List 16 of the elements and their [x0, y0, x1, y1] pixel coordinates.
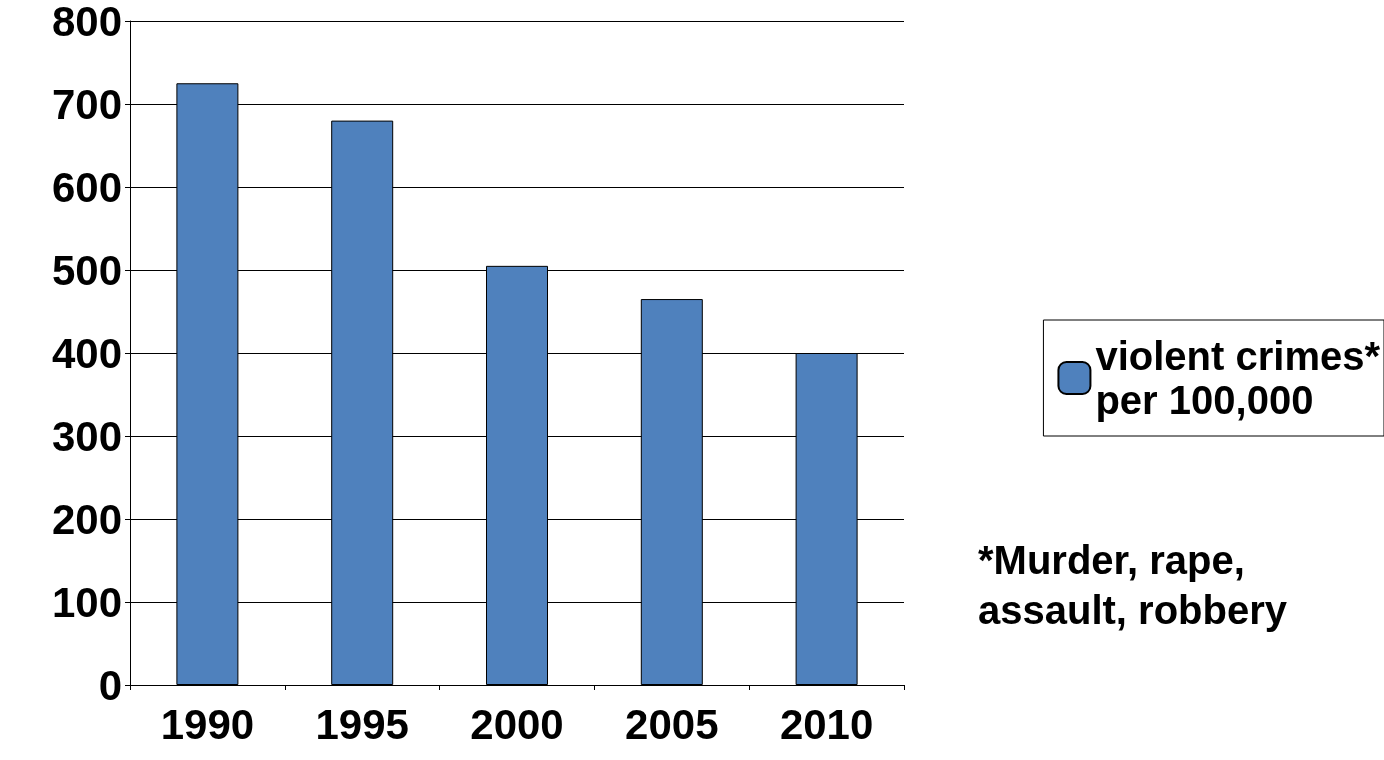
y-tick-label: 800: [51, 0, 122, 45]
y-tick-label: 500: [51, 246, 122, 294]
legend-label: violent crimes* per 100,000: [1095, 334, 1381, 422]
text: *Murder, rape, assault, robbery: [978, 538, 1288, 632]
y-tick-label: 600: [51, 163, 122, 211]
x-tick-label: 1995: [315, 700, 409, 748]
y-tick-label: 700: [51, 80, 122, 128]
x-tick-label: 2010: [779, 700, 874, 748]
y-tick-label: 400: [51, 329, 122, 377]
y-tick-label: 100: [51, 578, 122, 626]
x-tick-label: 2005: [625, 700, 719, 748]
x-tick-label: 1990: [160, 700, 255, 748]
y-tick-label: 200: [51, 495, 122, 543]
y-tick-label: 300: [51, 412, 122, 460]
x-tick-label: 2000: [470, 700, 564, 748]
y-tick-label: 0: [98, 661, 122, 709]
